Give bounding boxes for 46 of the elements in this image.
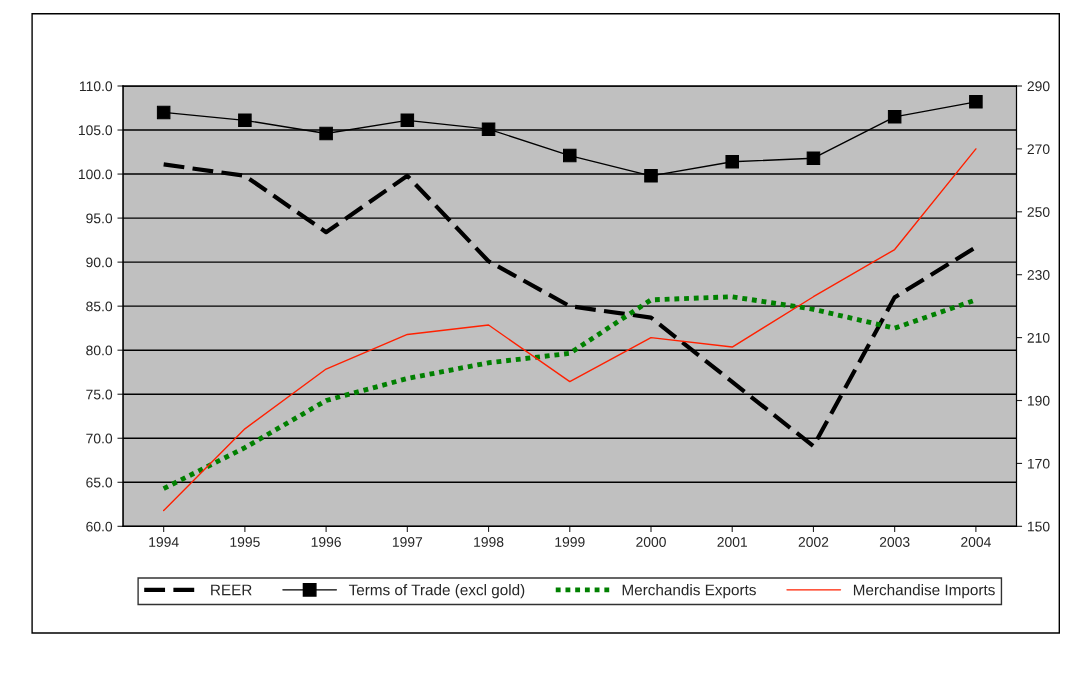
y2-tick-label: 170 bbox=[1027, 458, 1050, 469]
y2-tick-label: 270 bbox=[1027, 144, 1050, 155]
point bbox=[644, 169, 658, 183]
y-tick-label: 85.0 bbox=[86, 301, 113, 312]
point bbox=[887, 110, 902, 124]
y-tick-label: 70.0 bbox=[86, 433, 113, 444]
legend-label: Merchandis Exports bbox=[622, 584, 756, 599]
y2-tick-label: 290 bbox=[1027, 81, 1050, 92]
y2-tick-label: 250 bbox=[1027, 207, 1050, 217]
point bbox=[725, 154, 739, 169]
y-tick-label: 105.0 bbox=[78, 125, 113, 136]
x-tick-label: 2000 bbox=[636, 537, 666, 547]
y2-tick-label: 190 bbox=[1027, 395, 1050, 406]
y-tick-label: 80.0 bbox=[86, 345, 113, 356]
y-tick-label: 60.0 bbox=[86, 521, 113, 532]
y-tick-label: 90.0 bbox=[86, 257, 113, 268]
x-tick-label: 2001 bbox=[717, 537, 747, 547]
legend-label: Merchandise Imports bbox=[853, 584, 995, 599]
point bbox=[238, 113, 252, 128]
y2-tick-label: 150 bbox=[1027, 521, 1050, 532]
x-tick-label: 1995 bbox=[230, 537, 260, 547]
x-tick-label: 2002 bbox=[798, 537, 829, 547]
x-tick-label: 1998 bbox=[474, 537, 504, 547]
x-tick-label: 2003 bbox=[879, 537, 910, 547]
point bbox=[481, 122, 496, 136]
legend-label: REER bbox=[211, 584, 252, 596]
x-tick-label: 1994 bbox=[149, 537, 179, 547]
x-tick-label: 2004 bbox=[961, 537, 991, 547]
x-tick-label: 1997 bbox=[392, 537, 423, 547]
point bbox=[806, 151, 821, 165]
point bbox=[400, 113, 415, 128]
y-tick-label: 75.0 bbox=[86, 389, 113, 400]
y-tick-label: 110.0 bbox=[79, 81, 113, 92]
y2-tick-label: 230 bbox=[1027, 270, 1050, 280]
point bbox=[319, 126, 333, 141]
y-tick-label: 65.0 bbox=[86, 477, 113, 488]
y2-tick-label: 210 bbox=[1027, 332, 1050, 343]
point bbox=[156, 105, 171, 120]
y-tick-label: 100.0 bbox=[78, 169, 113, 180]
point bbox=[563, 148, 577, 163]
x-tick-label: 1999 bbox=[555, 537, 585, 547]
y-tick-label: 95.0 bbox=[86, 213, 113, 224]
point bbox=[969, 95, 983, 109]
line-series bbox=[162, 148, 977, 512]
legend-label: Terms of Trade (excl gold) bbox=[348, 584, 525, 599]
x-tick-label: 1996 bbox=[311, 537, 341, 547]
